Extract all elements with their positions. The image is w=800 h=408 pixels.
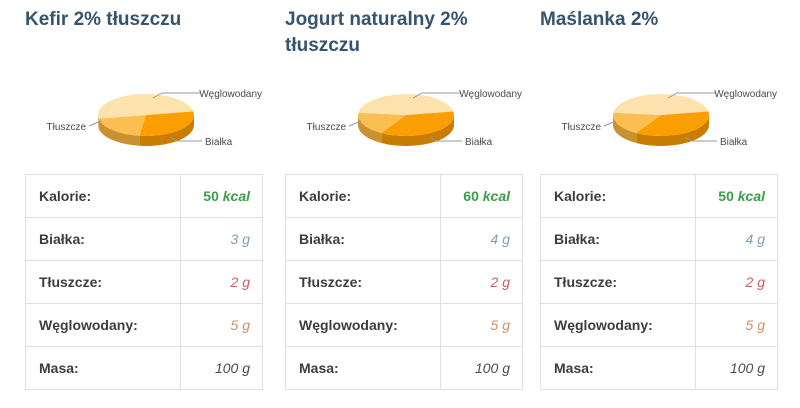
row-label: Białka: [25,217,181,261]
pie-rim-fat [358,115,382,143]
nutrition-table: Kalorie: 50 kcal Białka: 4 g Tłuszcze: 2… [540,174,778,390]
row-label: Kalorie: [285,174,441,218]
row-value: 60 kcal [440,174,523,218]
nutrition-pie-chart: Węglowodany Tłuszcze Białka [47,89,262,148]
row-value: 2 g [440,260,523,304]
leader-line-carbs [412,92,461,99]
table-row-bialka: Białka: 4 g [540,217,778,261]
row-label: Tłuszcze: [540,260,696,304]
product-title: Jogurt naturalny 2% tłuszczu [285,9,468,56]
pie-label-fats: Tłuszcze [562,122,602,133]
product-card-kefir: Kefir 2% tłuszczu Węglowodany Tłuszcze B… [25,0,263,400]
pie-callouts: Węglowodany Tłuszcze Białka [47,89,262,148]
table-row-bialka: Białka: 4 g [285,217,523,261]
pie-label-carbs: Węglowodany [714,89,777,100]
row-label: Tłuszcze: [285,260,441,304]
pie-callouts: Węglowodany Tłuszcze Białka [307,89,522,148]
pie-slice-fat [358,112,406,133]
nutrition-pie-chart: Węglowodany Tłuszcze Białka [307,89,522,148]
pie-label-carbs: Węglowodany [199,89,262,100]
row-value: 100 g [695,346,778,390]
pie-callouts: Węglowodany Tłuszcze Białka [562,89,777,148]
pie-rim-protein [636,115,709,146]
leader-line-carbs [152,92,201,99]
pie-slice-protein [636,111,710,136]
table-row-kalorie: Kalorie: 50 kcal [540,174,778,218]
leader-line-protein [684,136,717,142]
pie-slice-protein [139,111,195,137]
product-title: Kefir 2% tłuszczu [25,9,182,30]
row-label: Białka: [285,217,441,261]
table-row-kalorie: Kalorie: 50 kcal [25,174,263,218]
row-label: Węglowodany: [540,303,696,347]
row-label: Masa: [540,346,696,390]
leader-line-carbs [667,92,716,99]
pie-slice-protein [381,111,455,136]
pie-slice-carbs [358,94,454,115]
leader-line-fats [603,120,617,127]
nutrition-pie-chart: Węglowodany Tłuszcze Białka [562,89,777,148]
row-value: 4 g [695,217,778,261]
table-row-bialka: Białka: 3 g [25,217,263,261]
row-value: 2 g [180,260,263,304]
table-row-weglowodany: Węglowodany: 5 g [25,303,263,347]
row-value: 100 g [180,346,263,390]
table-row-tluszcze: Tłuszcze: 2 g [25,260,263,304]
product-card-jogurt: Jogurt naturalny 2% tłuszczu Węglowodany… [285,0,523,400]
table-row-masa: Masa: 100 g [285,346,523,390]
row-value: 50 kcal [180,174,263,218]
pie-rim-fat [613,115,637,143]
nutrition-table: Kalorie: 60 kcal Białka: 4 g Tłuszcze: 2… [285,174,523,390]
pie-label-carbs: Węglowodany [459,89,522,100]
table-row-tluszcze: Tłuszcze: 2 g [540,260,778,304]
nutrition-table: Kalorie: 50 kcal Białka: 3 g Tłuszcze: 2… [25,174,263,390]
table-row-tluszcze: Tłuszcze: 2 g [285,260,523,304]
row-label: Kalorie: [540,174,696,218]
pie-label-protein: Białka [465,137,493,148]
row-value: 4 g [440,217,523,261]
row-value: 5 g [695,303,778,347]
leader-line-protein [169,136,202,142]
pie-slice-carbs [97,94,194,119]
pie-label-protein: Białka [205,137,233,148]
pie-slice-fat [613,112,661,133]
row-value: 5 g [180,303,263,347]
leader-line-protein [429,136,462,142]
row-value: 100 g [440,346,523,390]
pie-rim-protein [381,115,454,146]
pie-slice-carbs [613,94,709,115]
table-row-masa: Masa: 100 g [540,346,778,390]
table-row-masa: Masa: 100 g [25,346,263,390]
pie-label-protein: Białka [720,137,748,148]
row-label: Masa: [285,346,441,390]
product-title: Maślanka 2% [540,9,659,30]
row-value: 50 kcal [695,174,778,218]
row-value: 2 g [695,260,778,304]
pie-label-fats: Tłuszcze [307,122,347,133]
leader-line-fats [348,120,362,127]
table-row-kalorie: Kalorie: 60 kcal [285,174,523,218]
product-card-maslanka: Maślanka 2% Węglowodany Tłuszcze Białka … [540,0,778,400]
row-label: Tłuszcze: [25,260,181,304]
leader-line-fats [88,120,102,127]
row-label: Węglowodany: [285,303,441,347]
row-label: Białka: [540,217,696,261]
row-label: Kalorie: [25,174,181,218]
row-value: 3 g [180,217,263,261]
pie-label-fats: Tłuszcze [47,122,87,133]
row-label: Węglowodany: [25,303,181,347]
pie-rim-protein [139,115,195,147]
table-row-weglowodany: Węglowodany: 5 g [540,303,778,347]
table-row-weglowodany: Węglowodany: 5 g [285,303,523,347]
pie-slice-fat [98,115,146,136]
pie-rim-fat [98,118,140,146]
row-value: 5 g [440,303,523,347]
row-label: Masa: [25,346,181,390]
